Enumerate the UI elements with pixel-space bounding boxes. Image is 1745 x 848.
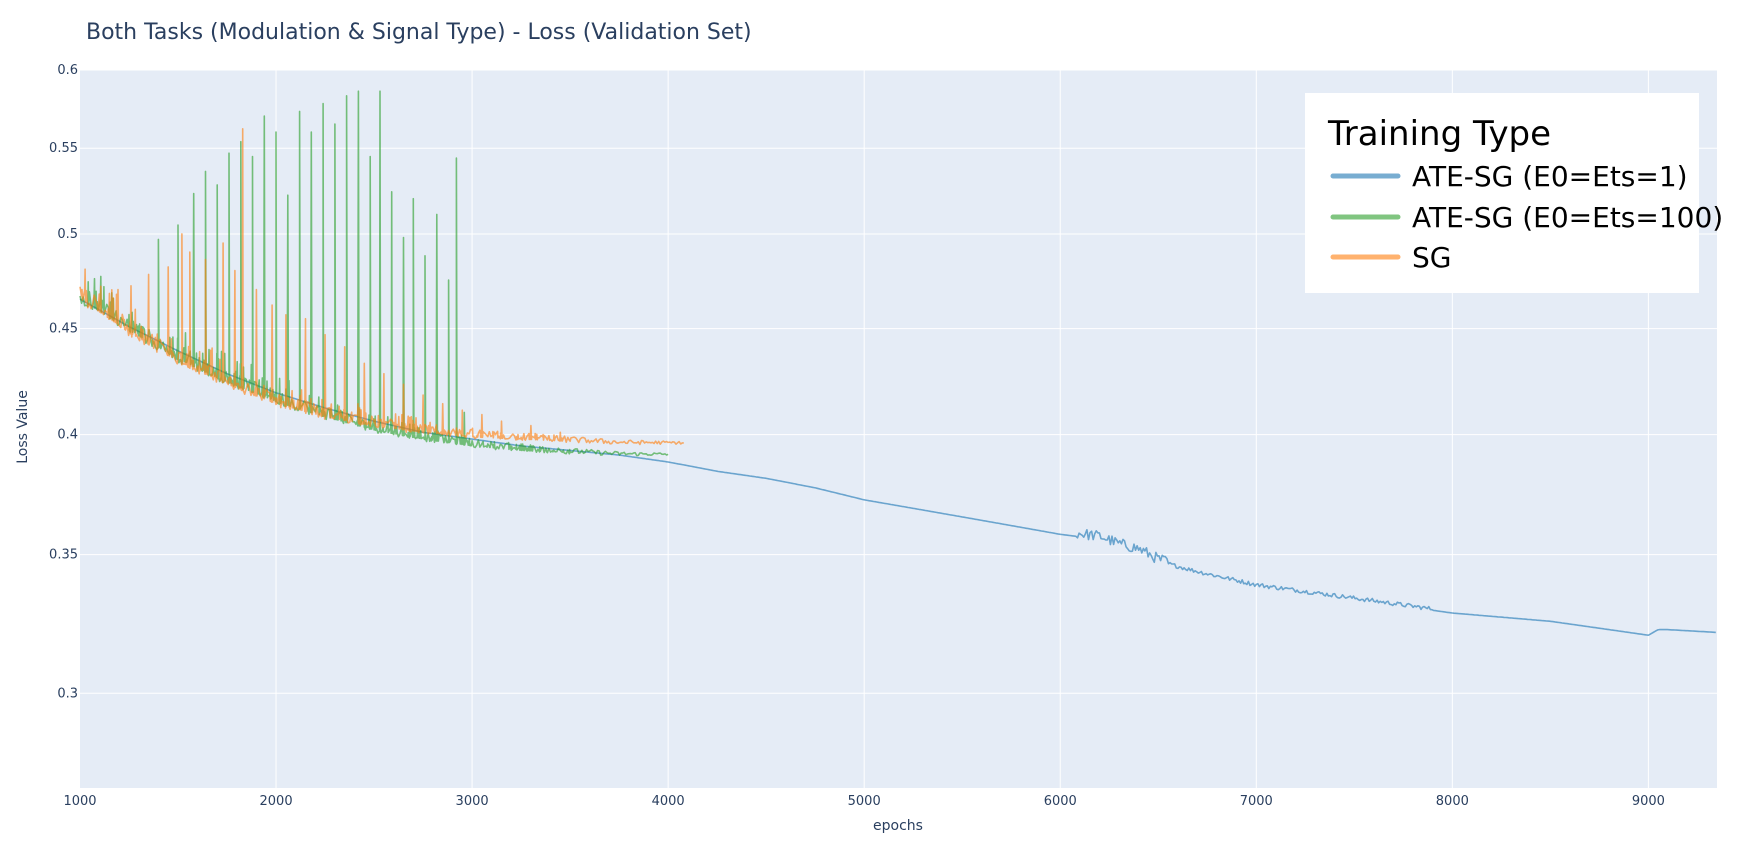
y-axis-title: Loss Value [15,390,31,464]
x-tick-label: 9000 [1632,794,1665,809]
y-tick-label: 0.45 [49,322,78,337]
series-line-sg [79,128,684,446]
x-tick-label: 1000 [63,794,96,809]
gridlines [80,69,1717,788]
legend-label: ATE-SG (E0=Ets=100) [1412,201,1723,234]
legend-title: Training Type [1327,114,1551,154]
legend-item-ate-sg-1[interactable]: ATE-SG (E0=Ets=1) [1330,160,1688,193]
x-axis-ticks: 1000 2000 3000 4000 5000 6000 7000 8000 9000 [63,794,1664,809]
x-tick-label: 5000 [848,794,881,809]
x-axis-title: epochs [873,818,923,834]
legend-item-sg[interactable]: SG [1330,241,1451,274]
legend: Training Type ATE-SG (E0=Ets=1) ATE-SG (… [1305,93,1723,293]
x-tick-label: 3000 [456,794,489,809]
x-tick-label: 8000 [1436,794,1469,809]
legend-item-ate-sg-100[interactable]: ATE-SG (E0=Ets=100) [1330,201,1723,234]
x-tick-label: 4000 [652,794,685,809]
legend-label: ATE-SG (E0=Ets=1) [1412,160,1688,193]
y-tick-label: 0.35 [49,548,78,563]
y-tick-label: 0.55 [49,141,78,156]
x-tick-label: 7000 [1240,794,1273,809]
x-tick-label: 6000 [1044,794,1077,809]
y-axis-ticks: 0.3 0.35 0.4 0.45 0.5 0.55 0.6 [49,63,78,701]
x-tick-label: 2000 [260,794,293,809]
y-tick-label: 0.5 [57,227,78,242]
series-layer [79,90,1716,636]
legend-label: SG [1412,241,1451,274]
y-tick-label: 0.6 [57,63,78,78]
legend-box [1305,93,1699,293]
chart-title: Both Tasks (Modulation & Signal Type) - … [86,20,752,45]
y-tick-label: 0.4 [57,428,78,443]
y-tick-label: 0.3 [57,686,78,701]
